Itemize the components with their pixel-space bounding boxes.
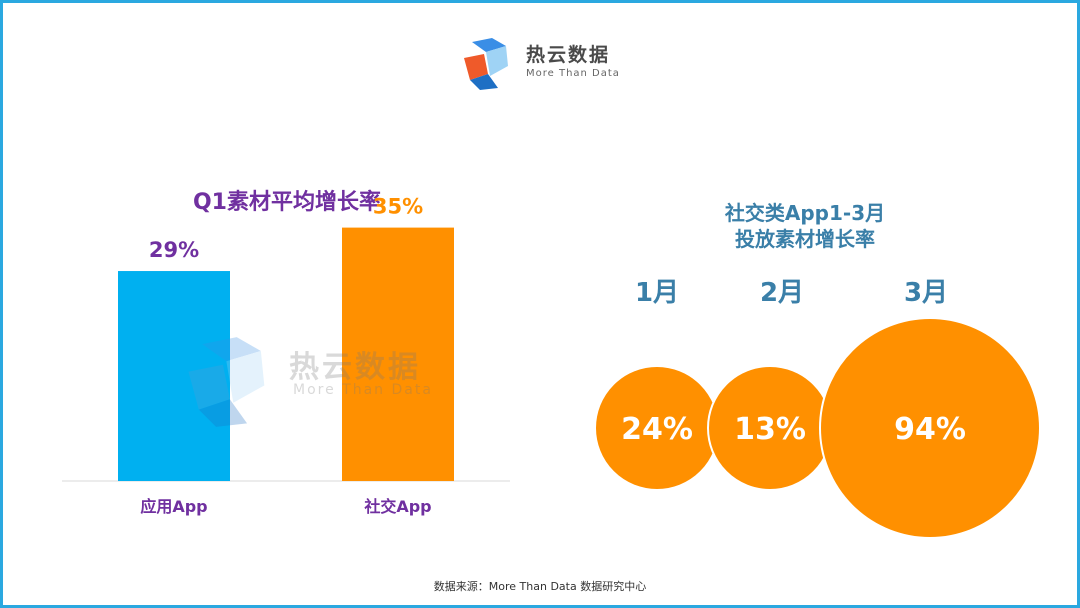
bubble-month-label-1: 1月 [635, 278, 679, 308]
bar-category-label-1: 应用App [140, 497, 207, 516]
logo-tagline: More Than Data [526, 68, 620, 79]
bubble-month-label-3: 3月 [904, 278, 948, 308]
bar-1 [118, 271, 230, 481]
data-source-note: 数据来源：More Than Data 数据研究中心 [433, 580, 647, 593]
bubble-chart: 社交类App1-3月 投放素材增长率 24% 1月 13% 2月 94% 3月 [594, 201, 1041, 539]
logo: 热云数据 More Than Data [462, 36, 642, 92]
bubble-value-label-3: 94% [894, 412, 966, 447]
watermark-name: 热云数据 [289, 350, 421, 385]
bar-value-label-1: 29% [149, 238, 199, 262]
logo-name: 热云数据 [526, 44, 611, 66]
bar-category-label-2: 社交App [363, 497, 431, 516]
bar-value-label-2: 35% [373, 195, 423, 219]
bubble-chart-title-line-1: 社交类App1-3月 [724, 201, 885, 225]
watermark-tagline: More Than Data [293, 382, 433, 398]
bubble-value-label-1: 24% [621, 412, 693, 447]
bubble-month-label-2: 2月 [760, 278, 804, 308]
logo-cube-icon [464, 38, 508, 90]
bubble-chart-title-line-2: 投放素材增长率 [735, 227, 875, 251]
watermark-cube-icon [188, 337, 265, 427]
bar-chart: Q1素材平均增长率 29% 应用App 35% 社交App [62, 189, 510, 516]
bar-2 [342, 227, 454, 481]
bubble-3 [819, 317, 1041, 539]
watermark: 热云数据 More Than Data [185, 332, 445, 442]
bar-chart-title: Q1素材平均增长率 [193, 189, 381, 215]
bubble-value-label-2: 13% [734, 412, 806, 447]
